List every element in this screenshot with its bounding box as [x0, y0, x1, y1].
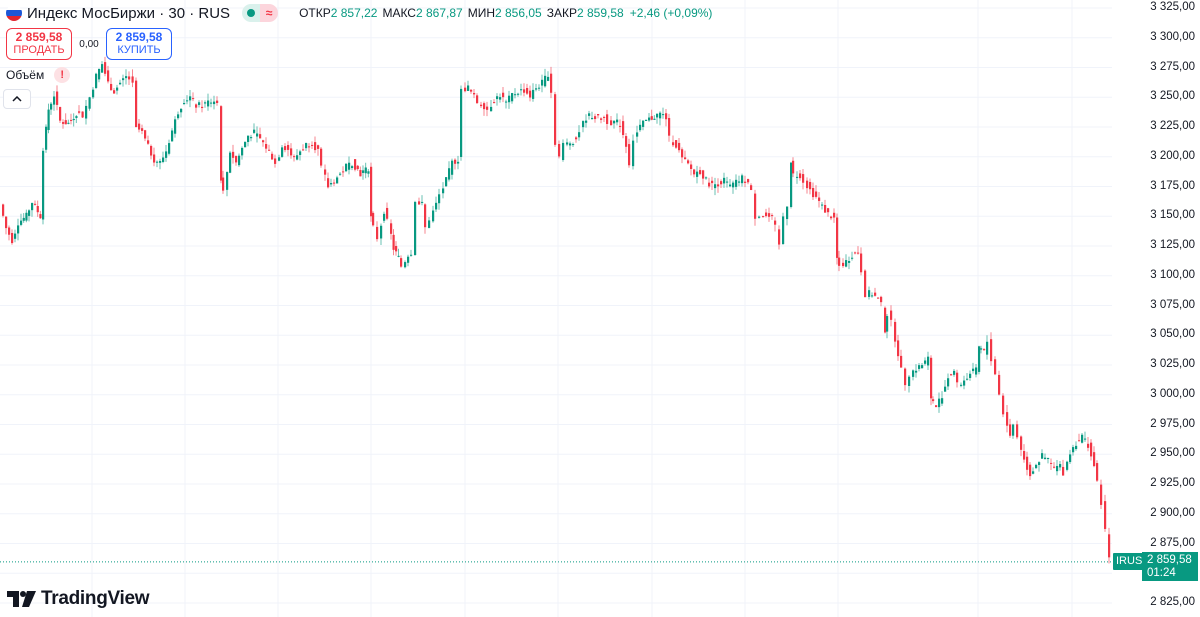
open-value: 2 857,22 — [330, 6, 378, 20]
russia-flag-icon — [6, 5, 22, 21]
open-label: ОТКР — [299, 6, 331, 20]
high-value: 2 867,87 — [415, 6, 463, 20]
price-tick-label: 3 300,00 — [1150, 30, 1195, 43]
bar-countdown: 01:24 — [1147, 567, 1176, 579]
last-price-value: 2 859,58 — [1147, 554, 1192, 566]
price-tick-label: 2 825,00 — [1150, 596, 1195, 608]
price-tick-label: 3 275,00 — [1150, 60, 1195, 73]
price-tick-label: 3 025,00 — [1150, 358, 1195, 370]
symbol-title[interactable]: Индекс МосБиржи · 30 · RUS — [27, 4, 231, 22]
sell-price: 2 859,58 — [15, 30, 63, 44]
price-tick-label: 2 875,00 — [1150, 536, 1195, 549]
logo-text: TradingView — [41, 588, 150, 609]
close-value: 2 859,58 — [576, 6, 624, 20]
volume-indicator-legend[interactable]: Объём ! — [6, 67, 71, 83]
price-tick-label: 3 325,00 — [1150, 1, 1195, 13]
last-symbol-badge: IRUS — [1113, 553, 1146, 570]
price-tick-label: 3 225,00 — [1150, 120, 1195, 132]
price-tick-label: 3 175,00 — [1150, 179, 1195, 192]
sell-button[interactable]: 2 859,58 ПРОДАТЬ — [6, 28, 72, 60]
sell-label: ПРОДАТЬ — [13, 44, 65, 56]
volume-label: Объём — [6, 68, 45, 82]
tradingview-logo-icon — [7, 591, 36, 607]
buy-price: 2 859,58 — [115, 30, 163, 44]
price-tick-label: 2 975,00 — [1150, 417, 1195, 430]
close-label: ЗАКР — [546, 6, 577, 20]
ohlc-legend: ОТКР 2 857,22 МАКС 2 867,87 МИН 2 856,05… — [294, 6, 712, 20]
trade-panel: 2 859,58 ПРОДАТЬ 0,00 2 859,58 КУПИТЬ — [6, 28, 172, 60]
market-status-pill[interactable]: ≈ — [242, 4, 279, 22]
price-tick-label: 3 100,00 — [1150, 268, 1195, 281]
price-tick-label: 3 075,00 — [1150, 298, 1195, 311]
chevron-up-icon — [12, 96, 22, 102]
delayed-data-icon: ≈ — [260, 4, 279, 22]
last-price-label: 2 859,58 01:24 — [1142, 552, 1198, 581]
price-tick-label: 3 200,00 — [1150, 149, 1195, 162]
high-label: МАКС — [382, 6, 416, 20]
collapse-legend-button[interactable] — [3, 89, 31, 109]
price-tick-label: 2 900,00 — [1150, 506, 1195, 519]
market-open-dot-icon — [247, 9, 256, 17]
buy-button[interactable]: 2 859,58 КУПИТЬ — [106, 28, 172, 60]
change-value: +2,46 (+0,09%) — [629, 6, 713, 20]
price-tick-label: 3 150,00 — [1150, 209, 1195, 222]
symbol-header: Индекс МосБиржи · 30 · RUS ≈ ОТКР 2 857,… — [6, 2, 712, 24]
price-tick-label: 3 000,00 — [1150, 387, 1195, 400]
buy-label: КУПИТЬ — [117, 44, 161, 56]
price-tick-label: 2 925,00 — [1150, 477, 1195, 489]
price-tick-label: 2 950,00 — [1150, 447, 1195, 460]
spread-value: 0,00 — [79, 38, 99, 50]
price-tick-label: 3 050,00 — [1150, 328, 1195, 341]
warning-icon[interactable]: ! — [54, 67, 71, 83]
low-label: МИН — [467, 6, 495, 20]
price-tick-label: 3 125,00 — [1150, 239, 1195, 251]
low-value: 2 856,05 — [495, 6, 542, 20]
tradingview-logo[interactable]: TradingView — [7, 588, 150, 610]
price-tick-label: 3 250,00 — [1150, 90, 1195, 103]
